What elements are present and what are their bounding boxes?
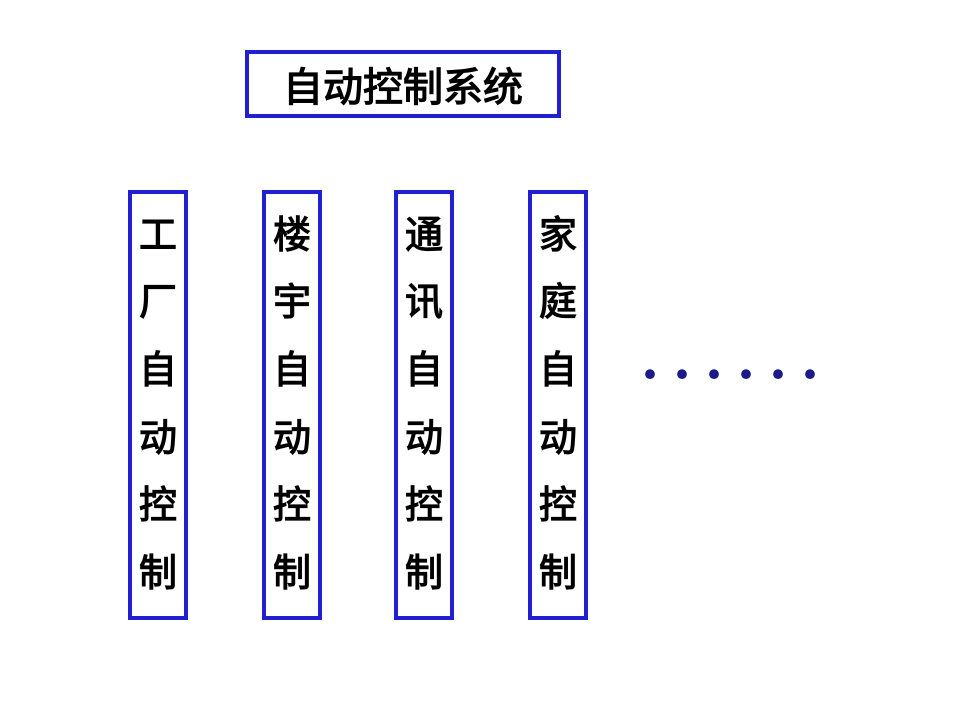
diagram-title-text: 自动控制系统 (283, 55, 523, 113)
category-char: 控 (139, 487, 177, 525)
category-char: 制 (405, 555, 443, 593)
category-char: 工 (139, 217, 177, 255)
category-char: 自 (405, 352, 443, 390)
category-char: 动 (273, 420, 311, 458)
category-char: 楼 (273, 217, 311, 255)
category-char: 制 (273, 555, 311, 593)
category-char: 自 (273, 352, 311, 390)
category-char: 控 (273, 487, 311, 525)
category-char: 自 (139, 352, 177, 390)
category-char: 动 (139, 420, 177, 458)
category-char: 制 (139, 555, 177, 593)
category-char: 家 (539, 217, 577, 255)
category-char: 宇 (273, 284, 311, 322)
category-box-1: 楼宇自动控制 (262, 190, 322, 620)
category-char: 庭 (539, 284, 577, 322)
category-char: 控 (539, 487, 577, 525)
category-box-0: 工厂自动控制 (128, 190, 188, 620)
category-box-2: 通讯自动控制 (394, 190, 454, 620)
category-char: 讯 (405, 284, 443, 322)
category-char: 制 (539, 555, 577, 593)
category-char: 厂 (139, 284, 177, 322)
category-char: 自 (539, 352, 577, 390)
category-char: 通 (405, 217, 443, 255)
category-char: 控 (405, 487, 443, 525)
category-char: 动 (405, 420, 443, 458)
diagram-title-box: 自动控制系统 (245, 50, 561, 118)
ellipsis-more: ······ (640, 340, 832, 409)
category-box-3: 家庭自动控制 (528, 190, 588, 620)
category-char: 动 (539, 420, 577, 458)
